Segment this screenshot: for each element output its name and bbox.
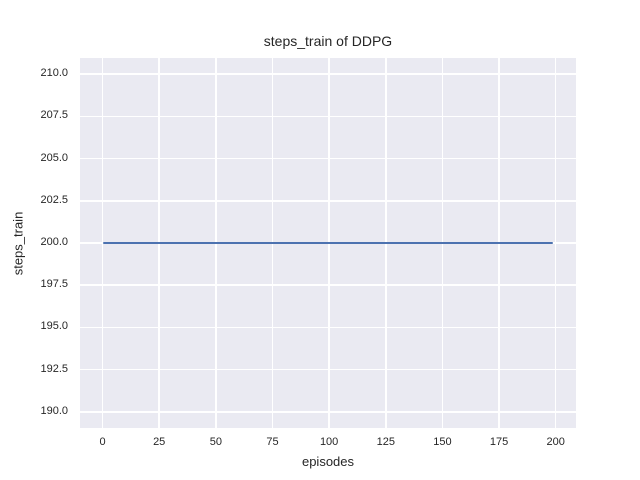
gridline-horizontal — [80, 368, 576, 371]
x-tick-label: 75 — [266, 436, 279, 448]
gridline-horizontal — [80, 411, 576, 413]
x-tick-label: 100 — [319, 436, 339, 448]
y-tick-label: 205.0 — [40, 151, 68, 164]
x-tick-label: 200 — [546, 436, 565, 448]
y-tick-label: 197.5 — [40, 278, 68, 291]
y-tick-label: 207.5 — [40, 109, 68, 122]
gridline-horizontal — [80, 326, 576, 329]
gridline-horizontal — [80, 73, 576, 75]
y-tick-label: 190.0 — [40, 404, 68, 417]
y-tick-label: 192.5 — [40, 362, 68, 375]
x-tick-label: 150 — [433, 436, 452, 448]
y-tick-label: 210.0 — [40, 67, 68, 80]
x-tick-label: 175 — [489, 436, 509, 448]
gridline-horizontal — [80, 284, 576, 286]
gridline-horizontal — [80, 157, 576, 160]
x-tick-label: 50 — [209, 436, 222, 448]
y-tick-label: 195.0 — [40, 320, 68, 333]
x-tick-label: 0 — [99, 436, 106, 448]
x-tick-label: 25 — [153, 436, 166, 448]
x-axis-label: episodes — [301, 454, 355, 469]
x-tick-label: 125 — [376, 436, 395, 448]
plot-area — [80, 58, 576, 428]
gridline-horizontal — [80, 115, 576, 118]
series-line-steps-train — [102, 242, 554, 244]
y-tick-label: 202.5 — [40, 193, 68, 206]
gridline-horizontal — [80, 200, 576, 202]
y-tick-label: 200.0 — [40, 236, 68, 248]
chart-title: steps_train of DDPG — [263, 33, 393, 49]
